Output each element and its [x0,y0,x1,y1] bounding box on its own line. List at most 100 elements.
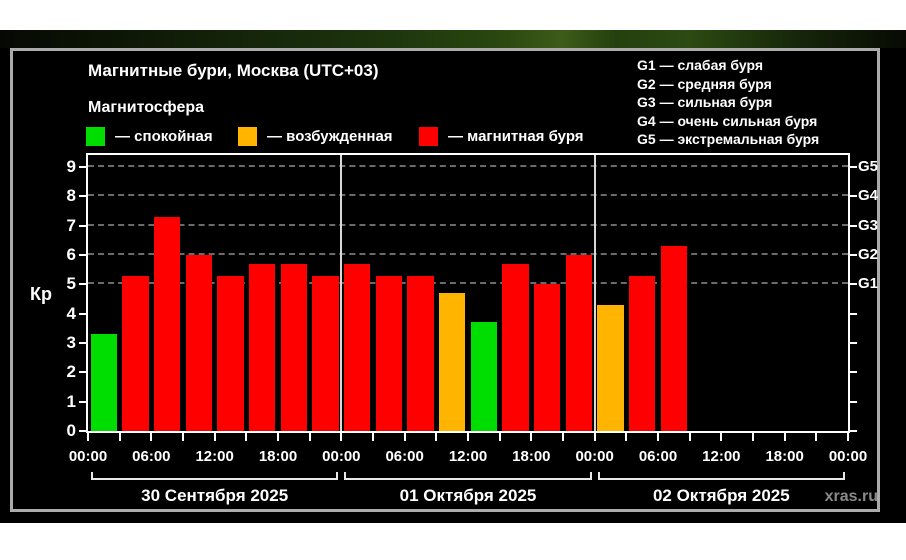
x-tick [657,433,659,441]
date-label: 01 Октября 2025 [399,486,537,505]
x-tick [720,433,723,441]
y-tick-left [79,371,86,374]
g-legend-line: G1 — слабая буря [637,57,764,73]
x-time-label: 00:00 [68,448,108,465]
x-time-label: 18:00 [765,448,804,465]
x-tick [467,433,469,441]
y-tick-label: 0 [66,421,76,440]
kp-bar [660,246,688,431]
y-tick-right [850,254,857,257]
y-tick-left [79,166,86,169]
x-time-label: 06:00 [638,448,678,465]
y-tick-label: 9 [66,157,76,177]
x-time-label: 12:00 [195,448,234,465]
kp-bar [597,304,624,431]
x-tick [403,433,406,441]
x-tick [752,433,754,441]
kp-bar [533,284,561,431]
date-bracket [91,478,339,480]
y-tick-left [79,254,86,257]
date-bracket-cap [336,472,339,480]
y-tick-left [79,312,86,315]
kp-bar [565,255,593,431]
excited-swatch [238,127,257,146]
gridline-kp6 [88,253,848,256]
y-tick-label: 1 [66,391,76,411]
plot-area [86,153,850,433]
y-tick-left [79,342,86,344]
x-tick [593,433,596,441]
day-divider [340,155,343,431]
y-axis-title: Кр [30,284,52,304]
x-tick [372,433,374,441]
x-tick [625,433,628,441]
x-time-label: 00:00 [575,448,614,465]
g-scale-legend: G1 — слабая буря G2 — средняя буря G3 — си… [637,56,819,149]
g-axis-label-g4: G4 [858,187,879,205]
y-tick-left [79,400,86,403]
y-tick-right [850,312,857,315]
day-divider [593,155,596,431]
y-tick-left [79,430,86,432]
x-time-label: 12:00 [702,448,741,465]
date-bracket-cap [344,472,347,480]
gridline-kp8 [88,194,848,197]
x-tick [87,433,89,441]
g-axis-label-g2: G2 [858,246,879,264]
kp-bar [248,263,276,431]
x-time-label: 18:00 [258,448,298,465]
kp-bar [375,275,403,431]
gridline-kp7 [88,223,848,226]
x-tick [688,433,691,441]
x-tick [783,433,786,441]
kp-bar [280,263,308,431]
kp-bar [628,275,656,431]
y-tick-label: 8 [66,186,76,206]
y-tick-label: 6 [66,245,76,265]
kp-bar [438,293,466,431]
g-legend-line: G4 — очень сильная буря [637,112,818,129]
background-photo-strip [0,30,906,48]
x-tick [118,433,121,441]
y-tick-left [79,283,86,286]
x-time-label: 00:00 [322,448,361,465]
date-label: 02 Октября 2025 [652,486,790,505]
chart-title: Магнитные бури, Москва (UTC+03) [88,61,379,80]
date-label: 30 Сентября 2025 [141,486,289,505]
date-bracket [597,478,845,480]
x-tick [562,433,564,441]
y-tick-label: 7 [66,215,76,235]
y-tick-label: 5 [66,274,76,294]
g-legend-line: G3 — сильная буря [637,94,773,111]
x-tick [815,433,818,441]
y-tick-right [850,430,857,432]
x-tick [182,433,184,441]
storm-swatch [419,127,438,146]
x-tick [277,433,279,441]
x-time-label: 18:00 [512,448,551,465]
kp-bar [153,216,181,431]
date-bracket-cap [91,472,93,480]
gridline-kp5 [88,282,848,285]
x-time-label: 00:00 [828,448,868,465]
magnetosphere-label: Магнитосфера [88,99,205,116]
x-tick [150,433,153,441]
y-tick-label: 3 [66,333,76,352]
date-bracket [344,478,592,480]
kp-bar [122,275,149,431]
date-bracket-cap [843,472,845,480]
kp-bar [502,263,529,431]
y-tick-right [850,400,857,403]
x-tick [498,433,501,441]
kp-bar [407,275,434,431]
g-legend-line: G2 — средняя буря [637,75,772,92]
y-tick-label: 2 [66,362,76,382]
y-tick-left [79,224,86,227]
y-tick-right [850,224,857,227]
x-tick [847,433,849,441]
x-tick [340,433,343,441]
g-legend-line: G5 — экстремальная буря [637,131,820,148]
y-tick-right [850,195,857,198]
y-tick-label: 4 [66,303,76,323]
